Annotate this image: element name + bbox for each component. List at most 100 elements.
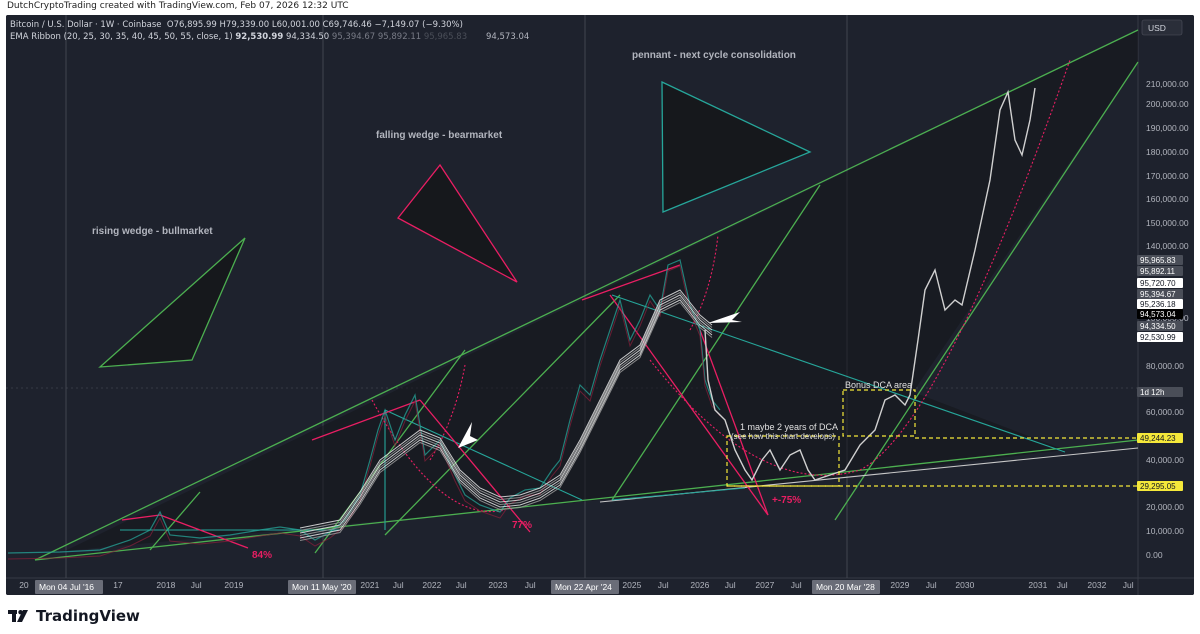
date-tag (812, 580, 880, 594)
bear-wedge-line-red (699, 329, 769, 516)
x-axis-tick-label: 2030 (955, 580, 974, 590)
ema-value-1: 92,530.99 (235, 32, 284, 42)
bear-wedge-line-red (159, 514, 249, 549)
price-tag-label: 95,720.70 (1140, 279, 1176, 288)
ema-overflow-value: 94,573.04 (486, 32, 530, 42)
projected-price-path (704, 87, 1036, 482)
date-tag (35, 580, 103, 594)
price-tag-label: 95,236.18 (1140, 300, 1176, 309)
y-axis-tick-label: 40,000.00 (1146, 455, 1184, 465)
bear-wedge-line-red (419, 399, 531, 533)
price-history-red (7, 265, 721, 560)
x-axis-tick-label: 2018 (156, 580, 175, 590)
price-tag-label: 95,965.83 (1140, 256, 1176, 265)
date-tag (551, 580, 619, 594)
x-axis-tick-label: Jul (658, 580, 669, 590)
x-axis-tick-label: 2029 (890, 580, 909, 590)
date-tag-label: Mon 22 Apr '24 (555, 582, 612, 592)
price-chart[interactable]: rising wedge - bullmarket falling wedge -… (6, 15, 1194, 595)
ema-ribbon-line (299, 301, 713, 541)
price-tag (1137, 278, 1183, 288)
future-curve-dotted (649, 59, 1071, 476)
price-tag (1137, 266, 1183, 276)
y-axis-tick-label: 80,000.00 (1146, 361, 1184, 371)
y-axis-tick-label: 190,000.00 (1146, 123, 1189, 133)
y-axis-tick-label: 10,000.00 (1146, 526, 1184, 536)
pointer-arrow (458, 422, 478, 448)
x-axis-tick-label: Jul (191, 580, 202, 590)
annotation-bonus-dca: Bonus DCA area (845, 380, 912, 390)
tradingview-icon (8, 610, 28, 622)
date-tag-label: Mon 11 May '20 (292, 582, 352, 592)
bear-wedge-line-red (581, 264, 681, 301)
y-axis-tick-label: 20,000.00 (1146, 502, 1184, 512)
x-axis-tick-label: 2026 (690, 580, 709, 590)
annotation-falling-wedge: falling wedge - bearmarket (376, 130, 503, 141)
price-tag (1137, 332, 1183, 342)
pennant-line-teal (611, 294, 1066, 453)
annotation-pennant: pennant - next cycle consolidation (632, 50, 796, 61)
price-tag (1137, 299, 1183, 309)
x-axis-tick-label: 17 (113, 580, 123, 590)
drawdown-label: 84% (252, 550, 272, 561)
pennant-line-teal (611, 487, 746, 501)
chart-frame[interactable]: rising wedge - bullmarket falling wedge -… (6, 15, 1194, 595)
credit-bar: DutchCryptoTrading created with TradingV… (0, 0, 1200, 14)
tradingview-logo[interactable]: TradingView (8, 607, 140, 625)
ema-value-5: 95,965.83 (423, 32, 468, 42)
x-axis-tick-label: 2027 (755, 580, 774, 590)
price-tag (1137, 321, 1183, 331)
ohlc-values: O76,895.99 H79,339.00 L60,001.00 C69,746… (166, 20, 463, 30)
ema-ribbon-line (299, 299, 713, 539)
currency-button-label: USD (1148, 23, 1166, 33)
price-tag-label: 95,394.67 (1140, 290, 1176, 299)
x-axis-tick-label: 2025 (622, 580, 641, 590)
x-axis-tick-label: 2021 (360, 580, 379, 590)
wedge-line-green (834, 61, 1139, 521)
ema-ribbon-line (299, 296, 713, 536)
price-tag (1137, 289, 1183, 299)
x-axis-tick-label: Jul (791, 580, 802, 590)
cycle-curve-dotted (371, 399, 506, 513)
annotation-dca-1: 1 maybe 2 years of DCA (740, 422, 838, 432)
wedge-line-green (34, 29, 1139, 561)
x-axis-tick-label: Jul (456, 580, 467, 590)
wedge-line-green (611, 184, 821, 501)
pennant-triangle (661, 80, 812, 213)
y-axis-tick-label: 160,000.00 (1146, 194, 1189, 204)
rising-wedge-triangle (98, 237, 246, 368)
credit-text: DutchCryptoTrading created with TradingV… (7, 1, 349, 11)
x-axis-tick-label: 2022 (422, 580, 441, 590)
y-axis-tick-label: 210,000.00 (1146, 79, 1189, 89)
x-axis-tick-label: 20 (19, 580, 29, 590)
ema-value-4: 95,892.11 (377, 32, 422, 42)
falling-wedge-triangle (397, 163, 518, 283)
wedge-line-green (384, 294, 621, 536)
price-tag-label: 92,530.99 (1140, 333, 1176, 342)
ema-value-3: 95,394.67 (331, 32, 376, 42)
bear-wedge-line-red (121, 514, 161, 521)
symbol-name: Bitcoin / U.S. Dollar · 1W · Coinbase (10, 20, 162, 30)
y-axis-tick-label: 60,000.00 (1146, 407, 1184, 417)
y-axis-tick-label: 140,000.00 (1146, 241, 1189, 251)
symbol-legend: Bitcoin / U.S. Dollar · 1W · Coinbase O7… (10, 20, 463, 30)
x-axis-tick-label: 2019 (224, 580, 243, 590)
date-tag-label: Mon 04 Jul '16 (39, 582, 94, 592)
ema-value-2: 94,334.50 (285, 32, 330, 42)
price-tag-label: 49,244.23 (1140, 434, 1176, 443)
y-axis-tick-label: 0.00 (1146, 550, 1163, 560)
currency-button (1141, 19, 1183, 36)
date-tag (288, 580, 356, 594)
ema-ribbon-line (299, 289, 713, 529)
x-axis-tick-label: Jul (926, 580, 937, 590)
x-axis-tick-label: 2032 (1087, 580, 1106, 590)
wedge-fill (65, 30, 1138, 551)
x-axis-tick-label: Jul (525, 580, 536, 590)
x-axis-tick-label: Jul (393, 580, 404, 590)
ema-legend: EMA Ribbon (20, 25, 30, 35, 40, 45, 50, … (10, 32, 467, 42)
peak-curve-dotted (429, 364, 466, 461)
wedge-line-green (34, 439, 1139, 561)
price-tag-label: 95,892.11 (1140, 267, 1176, 276)
y-axis-tick-label: 180,000.00 (1146, 147, 1189, 157)
bonus-dca-box (842, 389, 916, 437)
